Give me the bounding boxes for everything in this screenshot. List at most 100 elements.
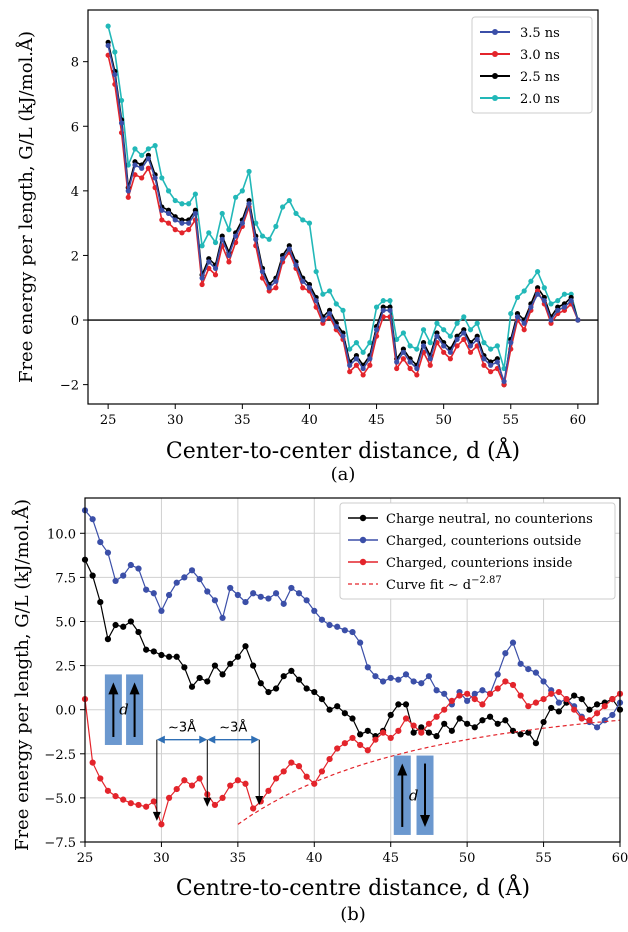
legend-marker: [359, 514, 367, 522]
data-point: [372, 736, 379, 743]
data-point: [467, 343, 474, 349]
data-point: [441, 720, 448, 727]
data-point: [456, 715, 463, 722]
data-point: [139, 152, 145, 158]
data-point: [159, 207, 165, 213]
data-point: [341, 710, 348, 717]
data-point: [400, 349, 406, 355]
data-point: [410, 729, 417, 736]
data-point: [172, 217, 178, 223]
data-point: [112, 621, 119, 629]
data-point: [120, 623, 127, 630]
data-point: [425, 720, 433, 727]
data-point: [293, 262, 299, 268]
data-point: [464, 697, 471, 704]
legend-label: Charge neutral, no counterions: [386, 512, 593, 527]
data-point: [427, 340, 433, 346]
data-point: [454, 320, 460, 326]
data-point: [341, 740, 348, 747]
data-point: [609, 696, 616, 703]
data-point: [340, 333, 346, 339]
data-point: [333, 301, 339, 307]
inset-arrow-head: [129, 682, 140, 695]
data-point: [441, 327, 447, 333]
data-point: [219, 614, 226, 622]
data-point: [387, 674, 394, 682]
data-point: [571, 706, 578, 713]
data-point: [326, 706, 333, 713]
data-point: [295, 676, 303, 683]
data-point: [555, 699, 562, 706]
data-point: [89, 572, 96, 579]
data-point: [334, 623, 341, 630]
x-tick-label: 60: [570, 413, 587, 428]
y-tick-label: 10.0: [47, 527, 76, 542]
data-point: [303, 597, 310, 604]
data-point: [211, 801, 219, 809]
data-point: [188, 683, 196, 690]
data-point: [521, 320, 527, 326]
data-point: [158, 821, 165, 828]
x-tick-label: 35: [234, 413, 251, 428]
panel-b-series-group: [81, 507, 624, 828]
data-point: [508, 340, 514, 346]
data-point: [461, 314, 467, 320]
data-point: [525, 729, 532, 736]
data-point: [395, 676, 402, 683]
data-point: [165, 210, 172, 217]
legend-box: [339, 502, 616, 600]
data-point: [158, 651, 165, 659]
data-point: [250, 662, 257, 669]
data-point: [104, 636, 112, 643]
data-point: [132, 162, 138, 168]
x-tick-label: 25: [100, 413, 117, 428]
data-point: [173, 785, 180, 793]
data-point: [373, 304, 380, 310]
marker-arrow-head: [152, 811, 161, 821]
annotation-label: ∼3Å: [168, 720, 196, 736]
data-point: [481, 340, 487, 346]
data-point: [212, 265, 219, 271]
data-point: [414, 372, 420, 378]
data-point: [226, 252, 232, 259]
data-point: [353, 340, 360, 346]
data-point: [253, 220, 259, 226]
series-charge-neutral-no-counterions: [81, 556, 624, 747]
data-point: [494, 671, 501, 678]
data-point: [502, 678, 509, 685]
data-point: [259, 233, 266, 239]
data-point: [242, 780, 249, 787]
data-point: [347, 362, 353, 368]
panel-a-plot-frame: [87, 9, 599, 405]
data-point: [540, 678, 547, 685]
y-tick-label: 2: [71, 249, 79, 264]
data-point: [501, 378, 507, 384]
data-point: [135, 628, 142, 636]
data-point: [97, 539, 104, 546]
x-tick-label: 35: [230, 851, 247, 866]
data-point: [158, 607, 165, 615]
fit-line: [237, 719, 621, 825]
data-point: [181, 574, 188, 581]
minimum-marker: [152, 739, 161, 821]
data-point: [132, 172, 138, 178]
data-point: [306, 220, 313, 226]
data-point: [488, 369, 494, 375]
data-point: [320, 317, 326, 323]
data-point: [165, 188, 172, 194]
data-point: [395, 727, 402, 734]
data-point: [211, 597, 219, 604]
data-point: [333, 323, 339, 330]
data-point: [326, 621, 333, 629]
data-point: [295, 763, 303, 770]
y-tick-label: −2: [60, 379, 79, 394]
data-point: [250, 590, 257, 597]
data-point: [272, 775, 280, 782]
data-point: [273, 278, 279, 284]
data-point: [373, 327, 380, 333]
legend-marker: [492, 95, 498, 101]
data-point: [152, 143, 158, 149]
data-point: [318, 696, 326, 703]
annotation-arrow-head: [199, 735, 208, 744]
annotation-arrow-head: [156, 735, 165, 744]
